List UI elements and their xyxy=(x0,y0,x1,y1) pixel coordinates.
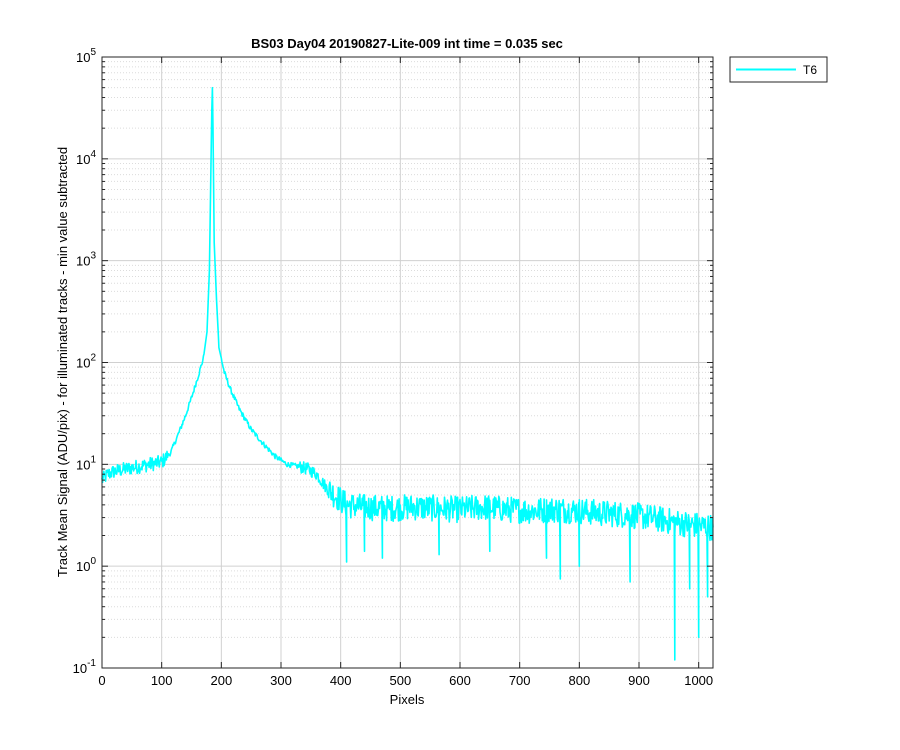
plot-area: 10-1 100 101 102 103 104 105 0 100 200 300 400 500 60… xyxy=(73,47,714,688)
y-tick-label: 105 xyxy=(76,47,96,65)
y-tick-label: 101 xyxy=(76,454,96,472)
y-tick-label: 103 xyxy=(76,251,96,269)
y-axis-label: Track Mean Signal (ADU/pix) - for illumi… xyxy=(55,147,70,577)
x-tick-label: 900 xyxy=(628,673,650,688)
legend-label-t6: T6 xyxy=(803,63,817,77)
x-tick-label: 700 xyxy=(509,673,531,688)
x-tick-label: 100 xyxy=(151,673,173,688)
legend[interactable]: T6 xyxy=(729,56,828,83)
x-tick-label: 200 xyxy=(210,673,232,688)
y-tick-label: 104 xyxy=(76,149,96,167)
x-tick-label: 400 xyxy=(330,673,352,688)
chart-title: BS03 Day04 20190827-Lite-009 int time = … xyxy=(251,36,563,51)
y-tick-label: 100 xyxy=(76,556,96,574)
x-axis-label: Pixels xyxy=(390,692,425,707)
series-line-t6 xyxy=(101,86,714,661)
x-tick-label: 1000 xyxy=(684,673,713,688)
ticks: 10-1 100 101 102 103 104 105 0 100 200 300 400 500 60… xyxy=(73,47,714,688)
y-tick-label: 102 xyxy=(76,353,96,371)
x-tick-label: 0 xyxy=(98,673,105,688)
x-tick-label: 300 xyxy=(270,673,292,688)
y-tick-label: 10-1 xyxy=(73,658,97,676)
data-layer xyxy=(101,86,714,661)
x-tick-label: 600 xyxy=(449,673,471,688)
x-tick-label: 800 xyxy=(568,673,590,688)
x-tick-label: 500 xyxy=(389,673,411,688)
